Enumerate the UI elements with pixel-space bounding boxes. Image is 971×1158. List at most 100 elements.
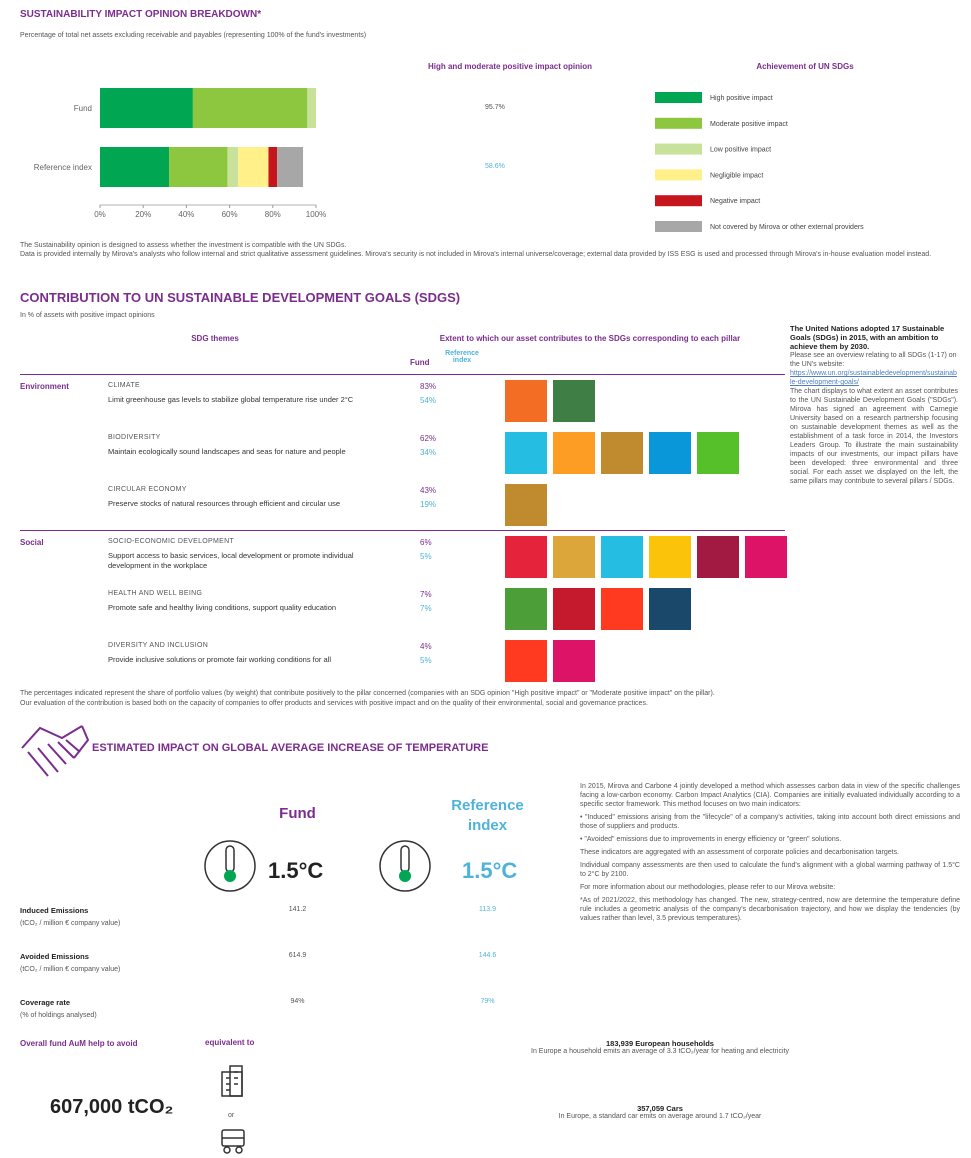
bar-segment bbox=[100, 147, 170, 187]
theme-name: BIODIVERSITY bbox=[108, 434, 161, 441]
methodology-paragraph: Individual company assessments are then … bbox=[580, 862, 960, 878]
temperature-value: 1.5°C bbox=[462, 858, 518, 883]
row-label: Avoided Emissions bbox=[20, 952, 89, 961]
fund-value: 62% bbox=[420, 434, 437, 443]
bar-segment bbox=[277, 147, 304, 187]
theme-name: HEALTH AND WELL BEING bbox=[108, 590, 203, 597]
sdg-icon bbox=[505, 380, 547, 422]
thermometer-icon bbox=[379, 840, 431, 892]
x-tick-label: 60% bbox=[222, 210, 238, 219]
bar-segment bbox=[192, 88, 308, 128]
legend-label: Not covered by Mirova or other external … bbox=[710, 224, 864, 231]
x-tick-label: 0% bbox=[94, 210, 106, 219]
bar-segment bbox=[238, 147, 269, 187]
sdg-icon bbox=[505, 640, 547, 682]
methodology-text: In 2015, Mirova and Carbone 4 jointly de… bbox=[580, 782, 960, 927]
car-icon bbox=[221, 1129, 245, 1154]
sdg-icon bbox=[697, 536, 739, 578]
footnote: The Sustainability opinion is designed t… bbox=[20, 242, 347, 249]
theme-name: SOCIO-ECONOMIC DEVELOPMENT bbox=[108, 538, 235, 545]
bar-segment bbox=[169, 147, 228, 187]
equivalent-label: equivalent to bbox=[205, 1038, 255, 1047]
legend-label: Moderate positive impact bbox=[710, 121, 788, 128]
row-unit: (tCO₂ / million € company value) bbox=[20, 966, 121, 973]
legend-swatch bbox=[655, 143, 702, 155]
section-title: SUSTAINABILITY IMPACT OPINION BREAKDOWN* bbox=[20, 9, 262, 20]
fund-value: 94% bbox=[290, 998, 305, 1005]
sidebar: The United Nations adopted 17 Sustainabl… bbox=[790, 324, 958, 486]
pillar-label: Environment bbox=[20, 382, 69, 391]
equivalent: 357,059 Cars In Europe, a standard car e… bbox=[440, 1104, 880, 1120]
equivalent-title: 357,059 Cars bbox=[637, 1104, 683, 1113]
column-header: Reference index bbox=[445, 350, 479, 364]
fund-value: 4% bbox=[420, 642, 432, 651]
column-header: Reference index bbox=[451, 797, 524, 834]
category-label: Fund bbox=[74, 104, 92, 113]
fund-value: 7% bbox=[420, 590, 432, 599]
sidebar-text: Please see an overview relating to all S… bbox=[790, 352, 957, 368]
legend-label: Low positive impact bbox=[710, 147, 771, 154]
methodology-paragraph: These indicators are aggregated with an … bbox=[580, 849, 900, 856]
index-value: 79% bbox=[480, 998, 495, 1005]
column-header: SDG themes bbox=[191, 334, 239, 343]
thermometer-icon bbox=[204, 840, 256, 892]
index-value: 113.9 bbox=[479, 906, 496, 913]
category-label: Reference index bbox=[34, 163, 92, 172]
sdg-icon bbox=[649, 536, 691, 578]
fund-value: 43% bbox=[420, 486, 437, 495]
theme-name: CIRCULAR ECONOMY bbox=[108, 486, 187, 493]
section-title: ESTIMATED IMPACT ON GLOBAL AVERAGE INCRE… bbox=[92, 742, 489, 754]
theme-description: Maintain ecologically sound landscapes a… bbox=[108, 447, 346, 456]
bar-segment bbox=[227, 147, 239, 187]
sdg-icon bbox=[745, 536, 787, 578]
row-unit: (% of holdings analysed) bbox=[20, 1012, 97, 1019]
legend-swatch bbox=[655, 169, 702, 181]
handshake-icon bbox=[21, 725, 90, 777]
index-value: 5% bbox=[420, 552, 432, 561]
sidebar-text: The chart displays to what extent an ass… bbox=[790, 388, 958, 485]
x-tick-label: 100% bbox=[306, 210, 326, 219]
theme-description: Promote safe and healthy living conditio… bbox=[108, 603, 337, 612]
sdg-icon bbox=[505, 536, 547, 578]
section-subtitle: In % of assets with positive impact opin… bbox=[20, 312, 155, 319]
x-tick-label: 80% bbox=[265, 210, 281, 219]
theme-description: Preserve stocks of natural resources thr… bbox=[108, 499, 341, 508]
legend-label: Negligible impact bbox=[710, 172, 763, 179]
divider bbox=[20, 530, 785, 531]
methodology-paragraph: For more information about our methodolo… bbox=[580, 884, 836, 891]
legend-label: Negative impact bbox=[710, 198, 760, 205]
sdg-icon bbox=[697, 432, 739, 474]
column-header: Fund bbox=[410, 358, 430, 367]
theme-description: Provide inclusive solutions or promote f… bbox=[108, 655, 332, 664]
sidebar-lead: The United Nations adopted 17 Sustainabl… bbox=[790, 324, 945, 351]
column-header: High and moderate positive impact opinio… bbox=[427, 62, 592, 71]
equivalent-text: In Europe, a standard car emits on avera… bbox=[558, 1113, 762, 1120]
legend-swatch bbox=[655, 195, 702, 207]
column-header: Extent to which our asset contributes to… bbox=[439, 334, 741, 343]
avoided-label: Overall fund AuM help to avoid bbox=[20, 1039, 138, 1048]
sdg-icon bbox=[601, 432, 643, 474]
bar-segment bbox=[307, 88, 316, 128]
footnote: Data is provided internally by Mirova's … bbox=[20, 251, 932, 258]
fund-value: 141.2 bbox=[288, 906, 307, 913]
equivalent-title: 183,939 European households bbox=[606, 1039, 714, 1048]
footnote: Our evaluation of the contribution is ba… bbox=[20, 700, 648, 707]
index-value: 34% bbox=[420, 448, 437, 457]
methodology-paragraph: *As of 2021/2022, this methodology has c… bbox=[580, 897, 960, 922]
equivalent-text: In Europe a household emits an average o… bbox=[531, 1048, 789, 1055]
sdg-icon bbox=[649, 588, 691, 630]
bar-segment bbox=[268, 147, 278, 187]
section-subtitle: Percentage of total net assets excluding… bbox=[20, 32, 367, 39]
sdg-icon bbox=[505, 484, 547, 526]
legend-label: High positive impact bbox=[710, 95, 773, 102]
sdg-icon bbox=[505, 432, 547, 474]
legend-swatch bbox=[655, 92, 702, 103]
divider bbox=[20, 374, 785, 375]
methodology-paragraph: • "Induced" emissions arising from the "… bbox=[580, 814, 960, 830]
column-header: Achievement of UN SDGs bbox=[756, 62, 854, 71]
sdg-icon bbox=[601, 536, 643, 578]
index-value: 54% bbox=[420, 396, 437, 405]
equivalent: 183,939 European households In Europe a … bbox=[440, 1039, 880, 1055]
sidebar-link[interactable]: https://www.un.org/sustainabledevelopmen… bbox=[790, 370, 957, 386]
